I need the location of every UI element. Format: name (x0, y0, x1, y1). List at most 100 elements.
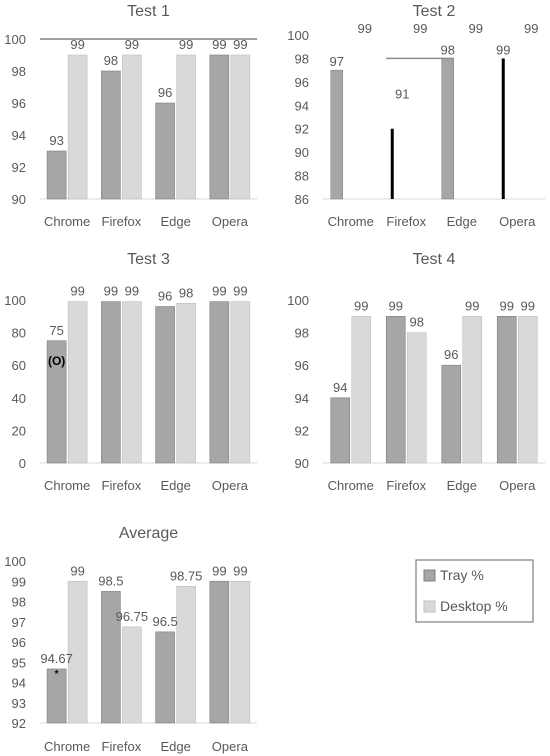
bar-tray (46, 150, 67, 200)
chart-panel-1: Test 1 90 92 94 96 98 100 Chrome Firefox Edge Oper… (4, 3, 257, 229)
y-tick-label: 99 (12, 574, 26, 589)
data-label-tray: 99 (500, 298, 514, 313)
annotation-mark: * (55, 669, 59, 680)
bar-tray (46, 340, 67, 464)
bar-tray (209, 54, 230, 200)
legend-label-desktop: Desktop % (440, 598, 508, 614)
chart-title: Test 1 (127, 3, 170, 20)
data-label-desktop: 98 (410, 315, 424, 330)
y-tick-label: 98 (295, 51, 309, 66)
y-tick-label: 100 (4, 293, 26, 308)
x-tick-label: Firefox (102, 739, 142, 754)
y-tick-label: 93 (12, 696, 26, 711)
data-label-tray: 94 (333, 380, 347, 395)
data-label-desktop: 99 (469, 21, 483, 36)
y-tick-label: 90 (295, 145, 309, 160)
bar-tray (330, 397, 351, 464)
data-label-tray: 96 (444, 347, 458, 362)
y-tick-label: 20 (12, 423, 26, 438)
bar-desktop (230, 301, 251, 464)
y-tick-label: 98 (12, 595, 26, 610)
x-tick-label: Firefox (102, 478, 142, 493)
legend-label-tray: Tray % (440, 567, 484, 583)
data-label-tray: 99 (496, 42, 510, 57)
y-tick-label: 98 (12, 64, 26, 79)
data-label-tray: 97 (330, 54, 344, 69)
x-tick-label: Opera (499, 478, 536, 493)
bar-desktop (67, 580, 88, 724)
charts-group: Test 1 90 92 94 96 98 100 Chrome Firefox Edge Oper… (4, 3, 545, 754)
bar-desktop (517, 315, 538, 464)
x-tick-label: Chrome (328, 478, 374, 493)
data-label-desktop: 99 (70, 563, 84, 578)
bar-desktop (462, 315, 483, 464)
bar-tray (209, 301, 230, 464)
data-label-desktop: 99 (465, 298, 479, 313)
bar-desktop (230, 580, 251, 724)
x-tick-label: Edge (160, 739, 190, 754)
bar-desktop (176, 302, 196, 464)
data-label-desktop: 99 (524, 21, 538, 36)
annotation-mark: (O) (48, 354, 65, 368)
legend-swatch-desktop (423, 600, 436, 613)
bar-tray (101, 301, 121, 464)
y-tick-label: 96 (295, 75, 309, 90)
data-label-desktop: 99 (233, 284, 247, 299)
y-tick-label: 95 (12, 655, 26, 670)
x-tick-label: Opera (212, 214, 249, 229)
bar-tray (209, 580, 230, 724)
data-label-tray: 96 (158, 289, 172, 304)
bar-desktop (122, 301, 142, 464)
bar-tray (155, 631, 175, 724)
bar-tray (46, 668, 67, 724)
bar-tray (496, 315, 517, 464)
y-tick-label: 97 (12, 615, 26, 630)
x-tick-label: Opera (499, 214, 536, 229)
bar-tray (101, 70, 121, 200)
data-label-desktop: 99 (125, 37, 139, 52)
data-label-tray: 98 (104, 53, 118, 68)
data-label-desktop: 98 (179, 285, 193, 300)
x-tick-label: Opera (212, 739, 249, 754)
bar-tray (501, 58, 505, 199)
y-tick-label: 88 (295, 169, 309, 184)
y-tick-label: 92 (12, 160, 26, 175)
y-tick-label: 100 (4, 32, 26, 47)
bar-tray (441, 364, 462, 464)
y-tick-label: 86 (295, 192, 309, 207)
bar-tray (385, 315, 406, 464)
y-tick-label: 96 (12, 635, 26, 650)
data-label-tray: 99 (212, 284, 226, 299)
data-label-desktop: 99 (358, 21, 372, 36)
chart-title: Test 4 (413, 251, 456, 268)
bar-tray (330, 69, 343, 200)
x-tick-label: Edge (160, 214, 190, 229)
legend: Tray % Desktop % (415, 559, 534, 623)
bar-desktop (122, 626, 142, 724)
legend-swatch-tray (423, 569, 436, 582)
bar-desktop (176, 586, 196, 724)
x-tick-label: Firefox (386, 214, 426, 229)
x-tick-label: Firefox (102, 214, 142, 229)
bar-tray (155, 102, 175, 200)
x-tick-label: Edge (447, 478, 477, 493)
x-tick-label: Chrome (44, 214, 90, 229)
data-label-tray: 99 (212, 37, 226, 52)
data-label-tray: 99 (389, 298, 403, 313)
data-label-tray: 98.5 (98, 573, 123, 588)
bar-tray (155, 306, 175, 464)
bar-desktop (406, 332, 427, 464)
data-label-desktop: 99 (354, 298, 368, 313)
bar-tray (390, 128, 394, 199)
data-label-desktop: 98.75 (170, 568, 203, 583)
y-tick-label: 92 (12, 716, 26, 731)
y-tick-label: 100 (287, 28, 309, 43)
y-tick-label: 100 (4, 554, 26, 569)
chart-title: Average (119, 525, 178, 542)
data-label-desktop: 99 (413, 21, 427, 36)
bar-desktop (230, 54, 251, 200)
chart-panel-4: Test 4 90 92 94 96 98 100 Chrome Firefox Edge Oper… (287, 251, 545, 493)
y-tick-label: 92 (295, 423, 309, 438)
x-tick-label: Edge (447, 214, 477, 229)
